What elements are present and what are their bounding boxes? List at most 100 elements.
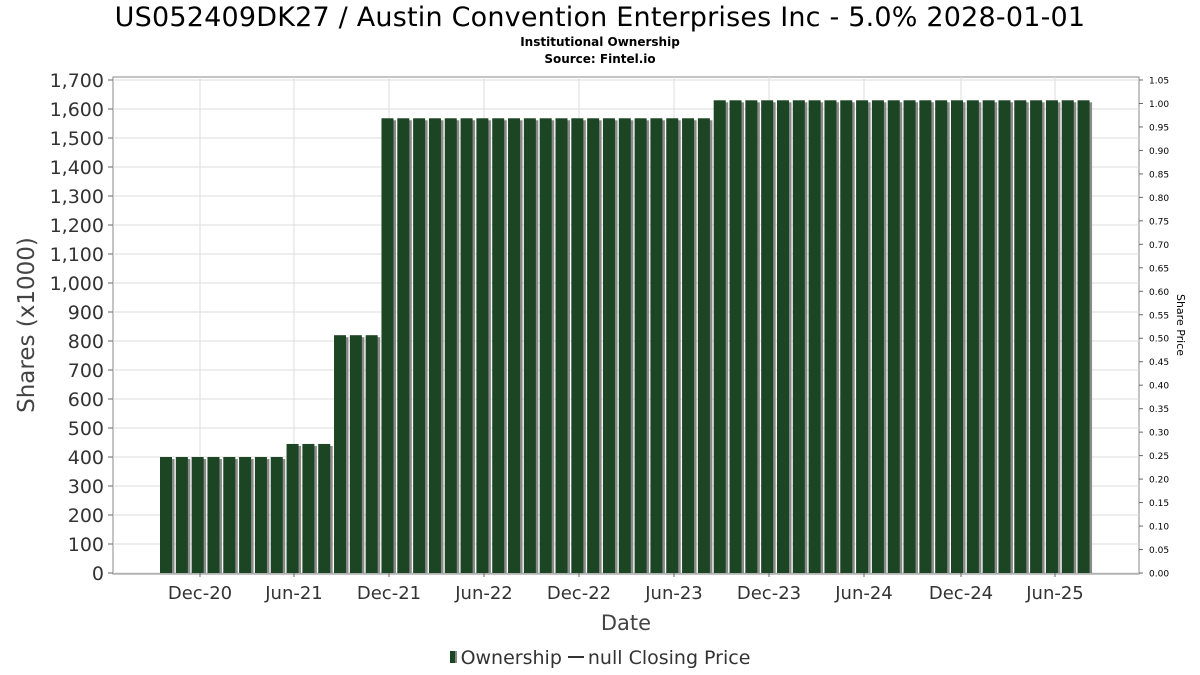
y-tick-label: 900 <box>68 302 104 324</box>
ownership-bar <box>508 118 521 573</box>
ownership-bar <box>682 118 695 573</box>
ownership-bar <box>523 118 536 573</box>
legend-price-label: null Closing Price <box>587 647 751 669</box>
ownership-bar <box>840 100 853 574</box>
x-tick-label: Dec-24 <box>929 583 993 604</box>
ownership-bar <box>1014 100 1027 574</box>
y2-tick-label: 0.20 <box>1149 476 1169 486</box>
ownership-bar <box>191 457 204 573</box>
ownership-bar <box>318 443 331 573</box>
y2-tick-label: 0.10 <box>1149 523 1169 533</box>
y-tick-label: 1,600 <box>50 99 104 121</box>
ownership-bar <box>555 118 568 573</box>
y2-tick-label: 1.05 <box>1149 77 1169 87</box>
x-tick-label: Jun-23 <box>644 583 703 604</box>
y2-tick-label: 0.75 <box>1149 217 1169 227</box>
y-tick-label: 500 <box>68 418 104 440</box>
y2-tick-label: 0.05 <box>1149 546 1169 556</box>
y2-tick-label: 0.15 <box>1149 499 1169 509</box>
y2-axis-label: Share Price <box>1174 294 1187 356</box>
y-tick-label: 1,400 <box>50 157 104 179</box>
ownership-bars <box>160 100 1093 574</box>
ownership-bar <box>792 100 805 574</box>
ownership-bar <box>539 118 552 573</box>
legend-ownership-swatch <box>449 651 457 663</box>
y-tick-label: 800 <box>68 331 104 353</box>
y-tick-label: 0 <box>92 563 104 585</box>
y2-tick-label: 0.50 <box>1149 335 1169 345</box>
ownership-bar <box>618 118 631 573</box>
y2-tick-label: 0.45 <box>1149 358 1169 368</box>
y-tick-label: 100 <box>68 534 104 556</box>
y2-tick-label: 0.70 <box>1149 241 1169 251</box>
ownership-bar <box>413 118 426 573</box>
x-tick-label: Dec-21 <box>357 583 421 604</box>
y2-tick-label: 0.35 <box>1149 405 1169 415</box>
ownership-bar <box>776 100 789 574</box>
x-tick-label: Jun-25 <box>1025 583 1084 604</box>
ownership-bar <box>729 100 742 574</box>
y-axis-ticks: 0 100 200 300 400 500 600 700 800 900 1,000 1,100 1,… <box>50 70 113 585</box>
ownership-bar <box>824 100 837 574</box>
ownership-bar <box>935 100 948 574</box>
ownership-bar <box>492 118 505 573</box>
y2-tick-label: 0.90 <box>1149 147 1169 157</box>
ownership-bar <box>666 118 679 573</box>
y2-tick-label: 0.40 <box>1149 382 1169 392</box>
y-tick-label: 300 <box>68 476 104 498</box>
ownership-bar <box>887 100 900 574</box>
y-axis-label: Shares (x1000) <box>14 237 40 413</box>
ownership-bar <box>175 457 188 573</box>
y-tick-label: 400 <box>68 447 104 469</box>
ownership-bar <box>856 100 869 574</box>
y-tick-label: 1,000 <box>50 273 104 295</box>
legend-ownership-label: Ownership <box>460 647 562 669</box>
y-tick-label: 1,500 <box>50 128 104 150</box>
y2-tick-label: 0.80 <box>1149 194 1169 204</box>
ownership-bar <box>1030 100 1043 574</box>
legend-price-line <box>567 656 584 658</box>
ownership-bar <box>302 443 315 573</box>
ownership-bar <box>919 100 932 574</box>
ownership-bar <box>460 118 473 573</box>
chart-title: US052409DK27 / Austin Convention Enterpr… <box>114 2 1086 33</box>
x-axis-ticks: Dec-20 Jun-21 Dec-21 Jun-22 Dec-22 Jun-23 Dec-… <box>168 573 1084 604</box>
ownership-bar <box>270 457 283 573</box>
y-tick-label: 1,100 <box>50 244 104 266</box>
y2-tick-label: 0.85 <box>1149 170 1169 180</box>
y-tick-label: 600 <box>68 389 104 411</box>
y2-tick-label: 0.95 <box>1149 123 1169 133</box>
ownership-bar <box>476 118 489 573</box>
ownership-bar <box>713 100 726 574</box>
ownership-bar <box>951 100 963 574</box>
ownership-bar <box>381 118 394 573</box>
y-tick-label: 700 <box>68 360 104 382</box>
ownership-bar <box>254 457 267 573</box>
ownership-bar <box>998 100 1011 574</box>
ownership-bar <box>1045 100 1058 574</box>
x-tick-label: Dec-23 <box>737 583 801 604</box>
ownership-bar <box>587 118 600 573</box>
ownership-bar <box>871 100 884 574</box>
y2-tick-label: 0.00 <box>1149 570 1169 580</box>
y2-axis-ticks: 0.00 0.05 0.10 0.15 0.20 0.25 0.30 0.35 0.40 0.45… <box>1139 77 1169 580</box>
ownership-bar <box>808 100 821 574</box>
x-tick-label: Jun-21 <box>264 583 323 604</box>
y-tick-label: 200 <box>68 505 104 527</box>
ownership-bar <box>966 100 979 574</box>
y-tick-label: 1,700 <box>50 70 104 92</box>
chart-source: Source: Fintel.io <box>544 52 656 66</box>
ownership-bar <box>365 335 378 573</box>
ownership-bar <box>761 100 774 574</box>
ownership-bar <box>223 457 236 573</box>
y2-tick-label: 0.25 <box>1149 452 1169 462</box>
ownership-bar <box>571 118 584 573</box>
ownership-bar <box>334 335 347 573</box>
y2-tick-label: 1.00 <box>1149 100 1169 110</box>
ownership-bar <box>634 118 647 573</box>
ownership-bar <box>697 118 710 573</box>
ownership-bar <box>1077 100 1090 574</box>
ownership-bar <box>397 118 410 573</box>
y2-tick-label: 0.65 <box>1149 264 1169 274</box>
